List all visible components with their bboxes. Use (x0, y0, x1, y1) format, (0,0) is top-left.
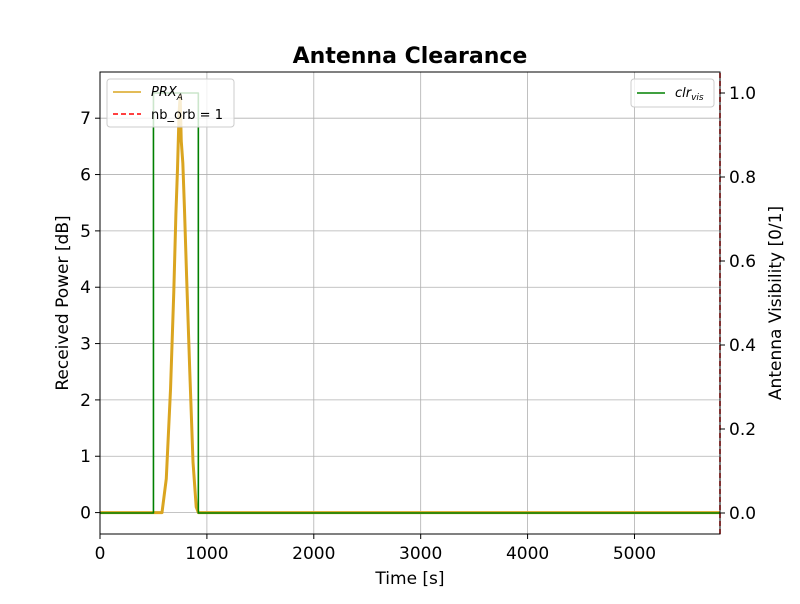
y-tick-label: 0 (80, 504, 91, 524)
legend-prx-main: PRX (151, 85, 178, 100)
y-tick-label: 5 (80, 222, 91, 242)
y-tick-label: 6 (80, 166, 91, 186)
y-tick-label: 4 (80, 278, 91, 298)
y-tick-label: 7 (80, 109, 91, 129)
x-axis: 0 1000 2000 3000 4000 5000 (95, 534, 656, 564)
y2-tick-label: 0.4 (729, 336, 756, 356)
legend-left: PRXA nb_orb = 1 (106, 78, 235, 128)
x-tick-label: 4000 (506, 544, 549, 564)
y-tick-label: 1 (80, 447, 91, 467)
y2-tick-label: 1.0 (729, 84, 756, 104)
series-line-prx-a (100, 94, 720, 515)
x-tick-label: 5000 (613, 544, 656, 564)
legend-nb-orb-label: nb_orb = 1 (151, 108, 223, 123)
series-layer (100, 72, 721, 534)
x-tick-label: 2000 (292, 544, 335, 564)
y-axis-right: 0.0 0.2 0.4 0.6 0.8 1.0 (720, 84, 756, 524)
legend-right-box (630, 78, 715, 108)
x-tick-label: 3000 (399, 544, 442, 564)
y-tick-label: 3 (80, 335, 91, 355)
y-axis-left: 0 1 2 3 4 5 6 7 (80, 109, 100, 524)
legend-clr-label: clrvis (675, 86, 704, 103)
y2-tick-label: 0.2 (729, 420, 756, 440)
legend-prx-sub: A (176, 93, 183, 103)
x-tick-label: 1000 (185, 544, 228, 564)
chart-title: Antenna Clearance (293, 44, 528, 69)
legend-clr-sub: vis (691, 93, 704, 103)
y-tick-label: 2 (80, 391, 91, 411)
y2-tick-label: 0.0 (729, 504, 756, 524)
legend-prx-label: PRXA (151, 85, 183, 103)
y-axis-label: Received Power [dB] (53, 215, 73, 390)
x-tick-label: 0 (95, 544, 106, 564)
y2-tick-label: 0.6 (729, 252, 756, 272)
plot-frame (99, 71, 721, 535)
grid-layer (99, 72, 720, 534)
x-axis-label: Time [s] (374, 569, 444, 589)
y2-tick-label: 0.8 (729, 168, 756, 188)
legend-left-box (106, 78, 235, 128)
y2-axis-label: Antenna Visibility [0/1] (766, 206, 786, 400)
legend-right: clrvis (630, 78, 715, 108)
legend-clr-main: clr (675, 86, 693, 101)
